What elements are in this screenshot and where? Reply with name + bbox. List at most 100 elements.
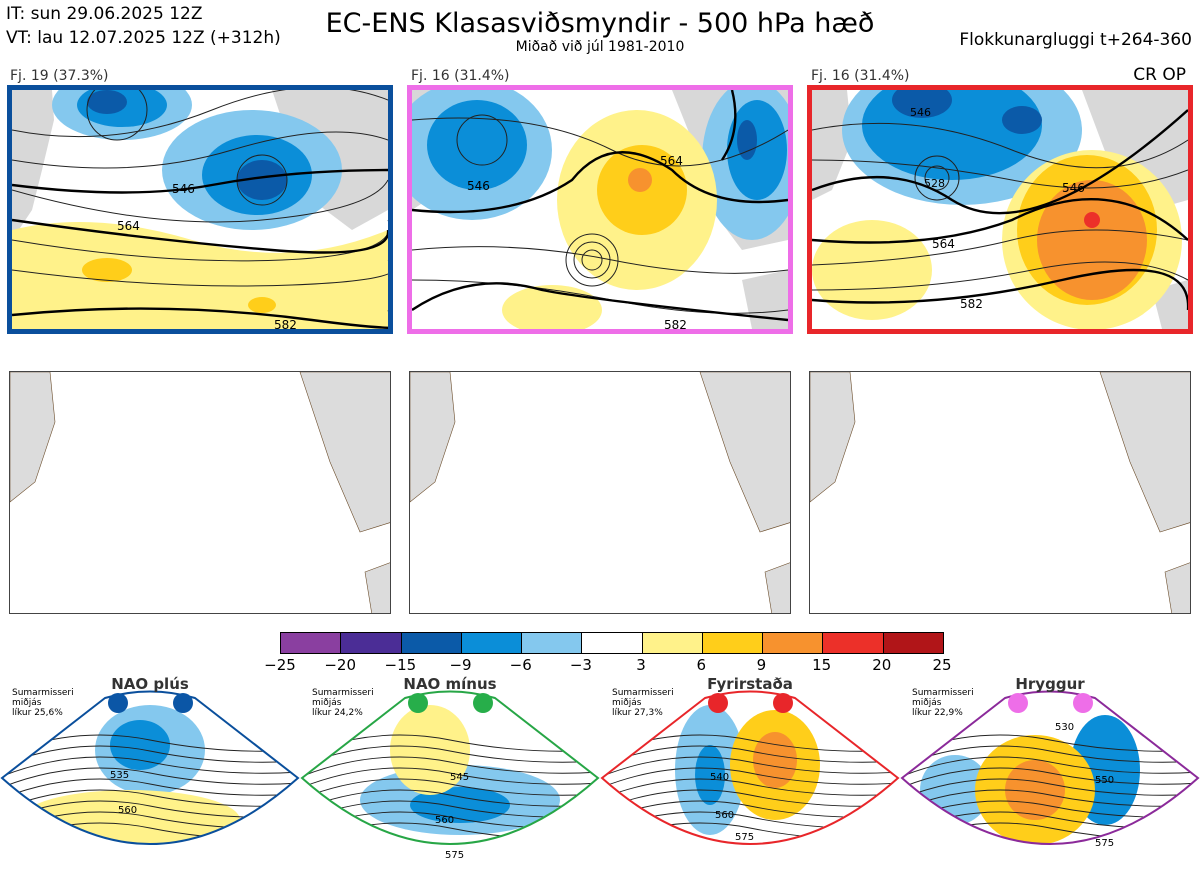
regime-contour-label: 560	[715, 810, 734, 821]
colorbar-tick-label: 20	[872, 656, 892, 674]
cluster-map-2-graphic: 546 564 582	[412, 90, 788, 329]
regime-map: 545 560 575	[300, 690, 600, 861]
cluster-2-label: Fj. 16 (31.4%)	[411, 68, 510, 84]
colorbar-tick-label: 3	[636, 656, 646, 674]
regime-marker-dot	[1008, 693, 1028, 713]
cluster-map-3: 546 564 582 528 546	[807, 85, 1193, 334]
colorbar-tick-label: 15	[812, 656, 832, 674]
initial-time: IT: sun 29.06.2025 12Z	[6, 4, 203, 24]
regime-name: Hryggur	[1015, 675, 1085, 693]
regime-note-line: líkur 25,6%	[12, 708, 63, 718]
regime-contour-label: 535	[110, 770, 129, 781]
regime-contour-label: 575	[445, 850, 464, 861]
colorbar-cell	[701, 633, 763, 653]
colorbar-tick-label: −20	[324, 656, 356, 674]
regime-marker-dot	[473, 693, 493, 713]
colorbar-cell	[340, 633, 401, 653]
regime-note-line: miðjás	[612, 698, 642, 708]
colorbar-labels: −25 −20 −15 −9 −6 −3 3 6 9 15 20 25	[260, 657, 962, 675]
colorbar-tick-label: −3	[569, 656, 592, 674]
cluster-3-contour-546: 546	[1062, 181, 1085, 195]
colorbar-cell	[641, 633, 702, 653]
regime-marker-dot	[708, 693, 728, 713]
regime-panel: 530 550 575 Hryggur Sumarmisseri miðjás líkur …	[900, 676, 1200, 871]
valid-time: VT: lau 12.07.2025 12Z (+312h)	[6, 28, 281, 48]
regime-note-line: líkur 27,3%	[612, 708, 663, 718]
colorbar-cell	[460, 633, 522, 653]
colorbar-cell	[281, 633, 341, 653]
regime-contour-label: 550	[1095, 775, 1114, 786]
regime-note-line: líkur 24,2%	[312, 708, 363, 718]
regime-marker-dot	[1073, 693, 1093, 713]
regime-name: Fyrirstaða	[707, 675, 793, 693]
cluster-1-contour-564: 564	[117, 219, 140, 233]
regime-note: Sumarmisseri miðjás líkur 22,9%	[912, 688, 974, 718]
colorbar-cell	[882, 633, 943, 653]
regime-contour-label: 530	[1055, 722, 1074, 733]
cluster-map-1: 546 564 582	[7, 85, 393, 334]
regime-marker-dot	[108, 693, 128, 713]
colorbar-tick-label: −6	[509, 656, 532, 674]
regime-contour-label: 560	[435, 815, 454, 826]
cluster-3-label: Fj. 16 (31.4%)	[811, 68, 910, 84]
classification-window: Flokkunargluggi t+264-360	[959, 30, 1192, 50]
cluster-2-contour-582: 582	[664, 318, 687, 329]
blank-map-3	[809, 371, 1191, 614]
colorbar-cell	[581, 633, 642, 653]
cluster-1-contour-546: 546	[172, 182, 195, 196]
regime-contour-label: 540	[710, 772, 729, 783]
regime-contour-label: 545	[450, 772, 469, 783]
regime-note: Sumarmisseri miðjás líkur 24,2%	[312, 688, 374, 718]
cluster-3-contour-528: 528	[924, 177, 945, 190]
regime-note-line: Sumarmisseri	[312, 688, 374, 698]
page-subtitle: Miðað við júl 1981-2010	[515, 39, 685, 55]
colorbar-cell	[822, 633, 883, 653]
regime-contour-label: 575	[1095, 838, 1114, 849]
colorbar-tick-label: −9	[449, 656, 472, 674]
colorbar	[280, 632, 944, 654]
regime-marker-dot	[408, 693, 428, 713]
colorbar-tick-label: 25	[932, 656, 952, 674]
regime-panel: 540 560 575 Fyrirstaða Sumarmisseri miðjás lík…	[600, 676, 900, 871]
colorbar-tick-label: −25	[264, 656, 296, 674]
cluster-map-3-graphic: 546 564 582 528 546	[812, 90, 1188, 329]
regime-marker-dot	[773, 693, 793, 713]
page-title: EC-ENS Klasasviðsmyndir - 500 hPa hæð	[325, 8, 875, 39]
cluster-3-tag: CR OP	[1133, 65, 1186, 85]
colorbar-cell	[521, 633, 582, 653]
blank-map-2	[409, 371, 791, 614]
cluster-3-contour-564: 564	[932, 237, 955, 251]
regime-note-line: Sumarmisseri	[612, 688, 674, 698]
regime-map: 535 560	[0, 690, 300, 845]
colorbar-cell	[762, 633, 823, 653]
regime-panel: 535 560 NAO plús Sumarmisseri miðjás líkur 25…	[0, 676, 300, 871]
cluster-2-contour-546: 546	[467, 179, 490, 193]
regime-note-line: líkur 22,9%	[912, 708, 963, 718]
colorbar-tick-label: 9	[756, 656, 767, 674]
regime-note-line: Sumarmisseri	[912, 688, 974, 698]
cluster-1-contour-582: 582	[274, 318, 297, 329]
regime-panel: 545 560 575 NAO mínus Sumarmisseri miðjás líku…	[300, 676, 600, 871]
regime-note: Sumarmisseri miðjás líkur 27,3%	[612, 688, 674, 718]
cluster-3-contour-546b: 546	[910, 106, 931, 119]
regime-note-line: miðjás	[912, 698, 942, 708]
cluster-map-2: 546 564 582	[407, 85, 793, 334]
regime-contour-label: 560	[118, 805, 137, 816]
regime-map: 530 550 575	[900, 690, 1200, 849]
regime-note: Sumarmisseri miðjás líkur 25,6%	[12, 688, 74, 718]
regime-name: NAO plús	[111, 675, 189, 693]
blank-map-1	[9, 371, 391, 614]
cluster-map-1-graphic: 546 564 582	[12, 90, 388, 329]
regime-note-line: miðjás	[12, 698, 42, 708]
cluster-3-contour-582: 582	[960, 297, 983, 311]
colorbar-tick-label: 6	[696, 656, 707, 674]
cluster-2-contour-564: 564	[660, 154, 683, 168]
colorbar-tick-label: −15	[384, 656, 417, 674]
colorbar-cell	[400, 633, 461, 653]
regime-note-line: Sumarmisseri	[12, 688, 74, 698]
regime-name: NAO mínus	[403, 675, 497, 693]
regime-note-line: miðjás	[312, 698, 342, 708]
regime-marker-dot	[173, 693, 193, 713]
regime-contour-label: 575	[735, 832, 754, 843]
